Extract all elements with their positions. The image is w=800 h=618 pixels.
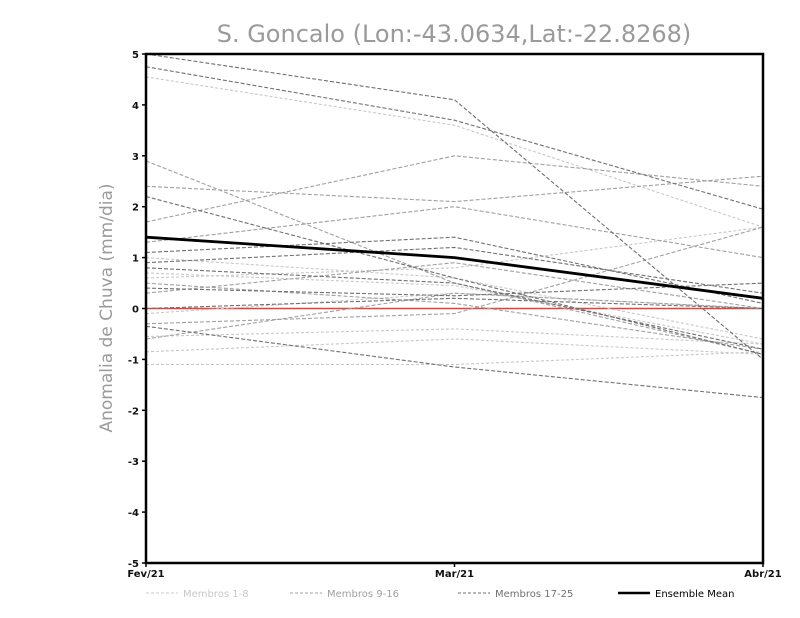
legend-label: Membros 17-25	[495, 589, 573, 600]
ensemble-mean-line	[146, 235, 763, 300]
y-axis-label: Anomalia de Chuva (mm/dia)	[97, 183, 117, 432]
member-line-group-2-4	[146, 206, 763, 259]
member-line-group-1-3	[146, 272, 763, 345]
member-line-group-2-6	[146, 262, 763, 310]
x-tick-label: Fev/21	[127, 569, 164, 580]
member-line-group-3-9	[146, 325, 763, 399]
y-tick-label: 2	[132, 203, 139, 214]
member-line-group-3-7	[146, 282, 763, 297]
member-line-group-3-4	[146, 236, 763, 304]
member-line-group-1-7	[146, 338, 763, 355]
x-tick-label: Mar/21	[435, 569, 474, 580]
member-line-group-2-3	[146, 155, 763, 223]
chart-title: S. Goncalo (Lon:-43.0634,Lat:-22.8268)	[217, 20, 692, 48]
y-tick-label: 3	[132, 152, 139, 163]
member-line-group-3-2	[146, 54, 763, 360]
y-tick-label: -2	[128, 406, 139, 417]
y-tick-label: -1	[128, 355, 139, 366]
member-line-group-3-5	[146, 246, 763, 294]
y-tick-label: -3	[128, 457, 139, 468]
member-line-group-3-8	[146, 297, 763, 310]
y-tick-label: 1	[132, 254, 139, 265]
member-line-group-3-1	[146, 66, 763, 210]
legend-label: Ensemble Mean	[655, 589, 734, 600]
y-tick-label: 4	[132, 101, 139, 112]
member-line-group-2-2	[146, 175, 763, 203]
member-line-group-1-6	[146, 328, 763, 345]
member-line-group-2-5	[146, 282, 763, 350]
member-line-group-1-8	[146, 351, 763, 366]
y-tick-label: -5	[128, 559, 139, 570]
y-tick-label: 5	[132, 50, 139, 61]
x-tick-label: Abr/21	[744, 569, 781, 580]
legend-label: Membros 1-8	[183, 589, 249, 600]
member-line-group-1-1	[146, 76, 763, 228]
member-line-group-1-4	[146, 226, 763, 279]
y-tick-label: -4	[128, 508, 139, 519]
member-line-group-2-7	[146, 226, 763, 325]
legend-label: Membros 9-16	[327, 589, 399, 600]
y-tick-label: 0	[132, 305, 139, 316]
member-line-group-2-8	[146, 292, 763, 340]
member-line-group-3-6	[146, 267, 763, 350]
member-line-group-3-3	[146, 195, 763, 355]
